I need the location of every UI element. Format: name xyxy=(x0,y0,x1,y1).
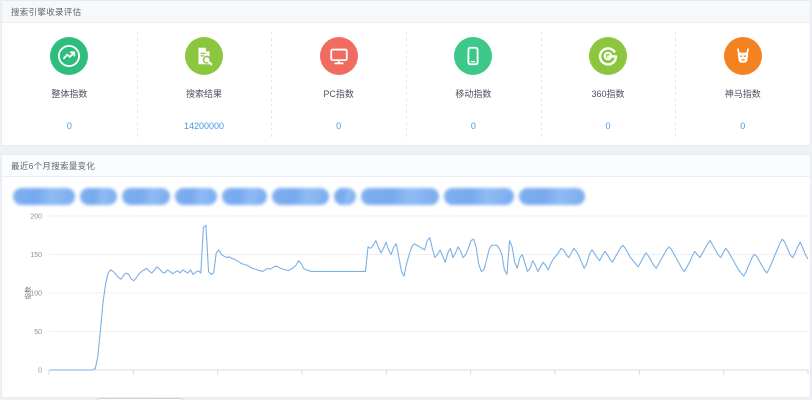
keyword-tag[interactable] xyxy=(13,188,75,205)
chart-line-series xyxy=(49,224,809,371)
index-card-label: 360指数 xyxy=(591,89,625,99)
keyword-tag[interactable] xyxy=(80,188,117,205)
index-card-pc[interactable]: PC指数 0 xyxy=(271,23,406,146)
chart-y-tick: 200 xyxy=(30,214,42,221)
chart-y-tick: 150 xyxy=(30,252,42,259)
360-browser-icon xyxy=(589,37,628,75)
index-card-list: 整体指数 0 搜索结果 14200000 xyxy=(2,23,810,146)
keyword-tag[interactable] xyxy=(334,188,356,205)
index-card-shenma[interactable]: 神马指数 0 xyxy=(675,23,810,146)
chart-tooltip: 搜索次数 xyxy=(97,398,183,400)
keyword-tag[interactable] xyxy=(361,188,439,205)
index-card-value: 0 xyxy=(605,121,611,131)
chart-y-tick: 100 xyxy=(30,291,42,298)
panel-header-index: 搜索引擎收录评估 xyxy=(2,1,810,23)
index-card-label: 搜索结果 xyxy=(186,89,223,99)
mobile-phone-icon xyxy=(454,37,493,75)
index-card-value: 0 xyxy=(740,121,746,131)
panel-header-trend: 最近6个月搜索量变化 xyxy=(2,155,810,177)
index-card-label: 整体指数 xyxy=(51,89,88,99)
chart-y-tick: 50 xyxy=(34,329,42,336)
document-search-icon xyxy=(185,37,223,75)
index-card-search-results[interactable]: 搜索结果 14200000 xyxy=(136,23,272,146)
panel-title-index: 搜索引擎收录评估 xyxy=(11,6,82,17)
keyword-tag[interactable] xyxy=(222,188,267,205)
search-engine-index-panel: 搜索引擎收录评估 整体指数 0 xyxy=(1,0,811,146)
index-card-label: 神马指数 xyxy=(724,89,761,99)
trend-chart-icon xyxy=(50,37,89,75)
index-card-value: 0 xyxy=(66,121,72,131)
keyword-tag[interactable] xyxy=(272,188,329,205)
index-card-value: 0 xyxy=(470,121,476,131)
chart-y-tick: 0 xyxy=(38,368,42,375)
index-card-label: 移动指数 xyxy=(455,89,492,99)
keyword-tag[interactable] xyxy=(519,188,585,205)
index-card-value: 14200000 xyxy=(183,121,225,131)
chart-y-axis-title: 指数 xyxy=(23,286,32,300)
keyword-tag[interactable] xyxy=(175,188,217,205)
keyword-tag[interactable] xyxy=(122,188,170,205)
index-card-360[interactable]: 360指数 0 xyxy=(540,23,676,146)
shenma-llama-icon xyxy=(723,37,762,75)
keyword-tag-list xyxy=(2,177,810,210)
index-card-mobile[interactable]: 移动指数 0 xyxy=(406,23,541,146)
panel-title-trend: 最近6个月搜索量变化 xyxy=(11,160,96,171)
keyword-tag[interactable] xyxy=(444,188,514,205)
monitor-icon xyxy=(319,37,358,75)
search-volume-chart: 0 50 100 150 200 指数 xyxy=(2,210,812,400)
index-card-label: PC指数 xyxy=(323,89,354,99)
index-card-value: 0 xyxy=(336,121,342,131)
index-card-overall[interactable]: 整体指数 0 xyxy=(2,23,137,146)
